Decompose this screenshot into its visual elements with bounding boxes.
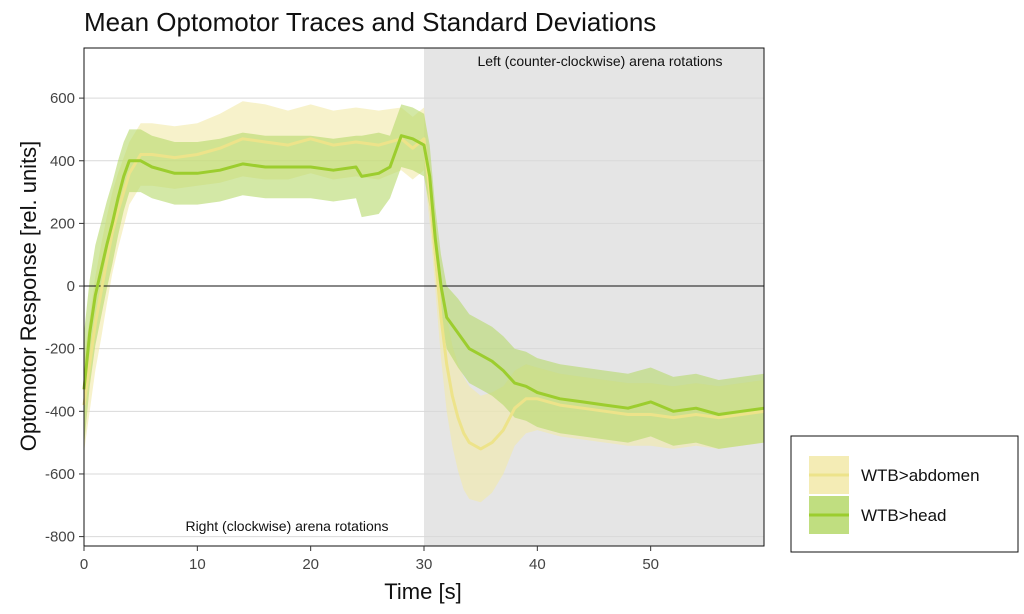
annotation-left-rotations: Left (counter-clockwise) arena rotations	[477, 53, 722, 69]
y-tick-label: 0	[67, 278, 75, 295]
y-tick-label: -800	[45, 529, 75, 546]
y-tick-label: 200	[50, 215, 75, 232]
legend-items: WTB>abdomen WTB>head	[809, 456, 980, 534]
y-tick-label: -600	[45, 466, 75, 483]
sd-bands	[84, 101, 764, 503]
x-tick-label: 10	[189, 556, 206, 573]
y-tick-label: 400	[50, 153, 75, 170]
legend: WTB>abdomen WTB>head	[790, 435, 1019, 553]
x-tick-label: 0	[80, 556, 88, 573]
mean-lines	[82, 134, 765, 451]
x-axis-ticks: 0 10 20 30 40 50	[80, 546, 659, 573]
mean-line-wtb-head	[82, 134, 765, 416]
y-axis-title: Optomotor Response [rel. units]	[16, 141, 41, 452]
chart-title: Mean Optomotor Traces and Standard Devia…	[84, 7, 656, 37]
x-tick-label: 20	[302, 556, 319, 573]
sd-band-wtb-head	[84, 104, 764, 449]
legend-label: WTB>abdomen	[861, 466, 980, 485]
grid-lines	[84, 97, 764, 538]
x-axis-title: Time [s]	[384, 579, 461, 604]
x-tick-label: 30	[416, 556, 433, 573]
y-tick-label: -200	[45, 341, 75, 358]
x-tick-label: 40	[529, 556, 546, 573]
plot-area: Left (counter-clockwise) arena rotations…	[82, 47, 765, 547]
y-tick-label: -400	[45, 403, 75, 420]
annotation-right-rotations: Right (clockwise) arena rotations	[185, 518, 388, 534]
y-axis-ticks: -800 -600 -400 -200 0 200 400 600	[45, 90, 84, 546]
legend-label: WTB>head	[861, 506, 947, 525]
x-tick-label: 50	[642, 556, 659, 573]
y-tick-label: 600	[50, 90, 75, 107]
